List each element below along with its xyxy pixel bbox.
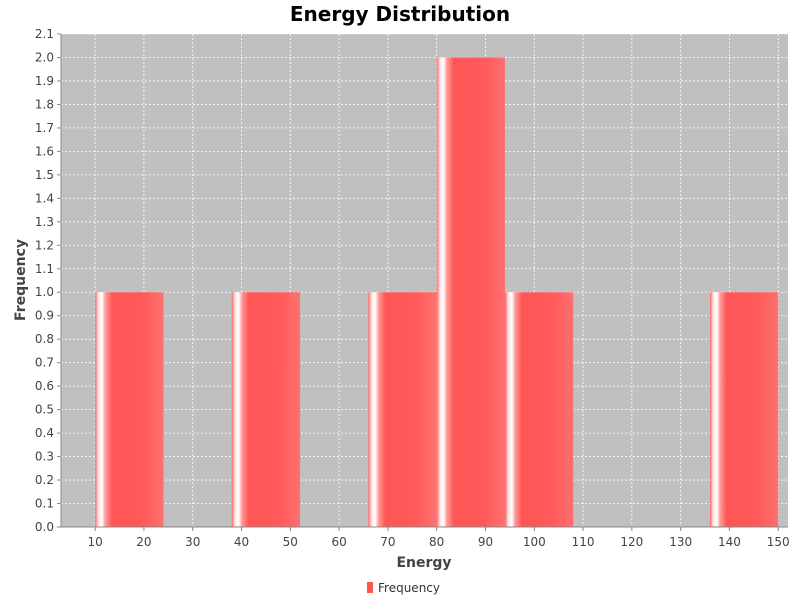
y-tick-label: 1.4 [35, 191, 54, 205]
legend-swatch [367, 582, 373, 593]
y-axis: 0.0 0.1 0.2 0.3 0.4 0.5 0.6 0.7 0.8 0.9 1.0 1.1 1.2 1… [35, 27, 62, 534]
histogram-bar [368, 292, 437, 527]
y-tick-label: 1.1 [35, 262, 54, 276]
y-tick-label: 0.4 [35, 426, 54, 440]
x-tick-label: 120 [620, 535, 643, 549]
y-tick-label: 1.0 [35, 285, 54, 299]
x-tick-label: 90 [478, 535, 493, 549]
y-tick-label: 1.2 [35, 238, 54, 252]
y-tick-label: 1.7 [35, 121, 54, 135]
y-tick-label: 0.6 [35, 379, 54, 393]
x-axis: 10 20 30 40 50 60 70 80 90 100 110 120 130 140 150 [61, 526, 790, 549]
y-tick-label: 1.9 [35, 74, 54, 88]
histogram-bar [436, 57, 506, 527]
x-tick-label: 60 [331, 535, 346, 549]
x-tick-label: 40 [234, 535, 249, 549]
x-tick-label: 50 [283, 535, 298, 549]
histogram-bar [231, 292, 301, 527]
x-tick-label: 100 [523, 535, 546, 549]
y-tick-label: 0.5 [35, 403, 54, 417]
y-tick-label: 0.0 [35, 520, 54, 534]
y-tick-label: 1.8 [35, 97, 54, 111]
y-tick-label: 1.6 [35, 144, 54, 158]
y-tick-label: 2.0 [35, 50, 54, 64]
y-tick-label: 0.9 [35, 309, 54, 323]
y-tick-label: 1.5 [35, 168, 54, 182]
y-tick-label: 0.3 [35, 450, 54, 464]
x-axis-title: Energy [396, 555, 451, 571]
x-tick-label: 20 [136, 535, 151, 549]
chart-title: Energy Distribution [290, 2, 510, 26]
x-tick-label: 80 [429, 535, 444, 549]
y-tick-label: 0.1 [35, 497, 54, 511]
x-tick-label: 70 [380, 535, 395, 549]
y-axis-title: Frequency [13, 239, 29, 321]
y-tick-label: 0.2 [35, 473, 54, 487]
y-tick-label: 2.1 [35, 27, 54, 41]
y-tick-label: 1.3 [35, 215, 54, 229]
x-tick-label: 10 [88, 535, 103, 549]
y-tick-label: 0.7 [35, 356, 54, 370]
x-tick-label: 140 [718, 535, 741, 549]
legend-label: Frequency [378, 581, 440, 595]
x-tick-label: 150 [767, 535, 790, 549]
x-tick-label: 130 [669, 535, 692, 549]
x-tick-label: 110 [572, 535, 595, 549]
x-tick-label: 30 [185, 535, 200, 549]
bars [95, 57, 779, 527]
legend: Frequency [367, 581, 440, 595]
grid-lines [61, 33, 788, 528]
histogram-bar [709, 292, 779, 527]
histogram-bar [95, 292, 164, 527]
histogram-bar [505, 292, 574, 527]
y-tick-label: 0.8 [35, 332, 54, 346]
